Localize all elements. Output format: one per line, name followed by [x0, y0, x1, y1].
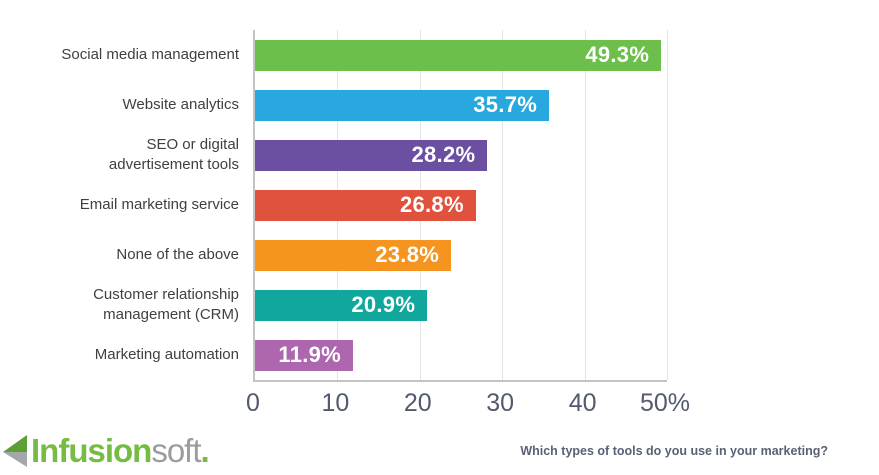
- bar-value-label: 23.8%: [375, 242, 440, 267]
- brand-name-primary: Infusion: [31, 432, 152, 469]
- gridline: [584, 30, 586, 380]
- x-tick-label: 40: [568, 389, 597, 417]
- category-label: SEO or digital advertisement tools: [108, 136, 239, 173]
- bar-5: 23.8%: [255, 239, 452, 271]
- infusionsoft-arrow-icon: [3, 435, 27, 467]
- category-label: Email marketing service: [79, 196, 239, 213]
- bar-value-label: 35.7%: [473, 92, 538, 117]
- infusionsoft-wordmark: Infusionsoft.: [31, 432, 210, 469]
- bar-value-label: 26.8%: [399, 192, 464, 217]
- bar-row: 26.8%: [255, 180, 667, 230]
- bar-7: 11.9%: [255, 339, 354, 371]
- bar-value-label: 20.9%: [351, 292, 416, 317]
- category-label: Marketing automation: [94, 346, 239, 363]
- category-label: Social media management: [61, 46, 239, 63]
- gridline: [502, 30, 504, 380]
- bar-row: 28.2%: [255, 130, 667, 180]
- bar-row: 35.7%: [255, 80, 667, 130]
- bar-value-label: 28.2%: [411, 142, 476, 167]
- bar-4: 26.8%: [255, 189, 476, 221]
- infusionsoft-logo: Infusionsoft.: [3, 432, 210, 469]
- bar-row: 49.3%: [255, 30, 667, 80]
- bar-1: 49.3%: [255, 39, 662, 71]
- x-tick-label: 50%: [639, 389, 691, 417]
- x-tick-label: 30: [486, 389, 515, 417]
- category-labels-column: Social media management Website analytics…: [0, 30, 239, 380]
- category-label: Customer relationship management (CRM): [93, 286, 239, 323]
- chart-question-caption: Which types of tools do you use in your …: [520, 444, 828, 458]
- bar-6: 20.9%: [255, 289, 428, 321]
- plot-area: 49.3% 35.7% 28.2% 26.8% 23.8% 20.9% 11.9%: [253, 30, 668, 382]
- bar-row: 20.9%: [255, 280, 667, 330]
- bar-3: 28.2%: [255, 139, 488, 171]
- bar-2: 35.7%: [255, 89, 550, 121]
- x-tick-label: 20: [403, 389, 432, 417]
- brand-period: .: [200, 432, 210, 469]
- category-label: Website analytics: [122, 96, 239, 113]
- x-tick-label: 0: [246, 389, 260, 417]
- bar-value-label: 49.3%: [585, 42, 650, 67]
- bar-value-label: 11.9%: [278, 342, 342, 367]
- brand-name-secondary: soft: [151, 432, 201, 469]
- x-axis-ticks: 0 10 20 30 40 50%: [246, 389, 690, 421]
- x-tick-label: 10: [321, 389, 350, 417]
- bar-row: 23.8%: [255, 230, 667, 280]
- bar-row: 11.9%: [255, 330, 667, 380]
- gridline: [667, 30, 668, 380]
- category-label: None of the above: [116, 246, 239, 263]
